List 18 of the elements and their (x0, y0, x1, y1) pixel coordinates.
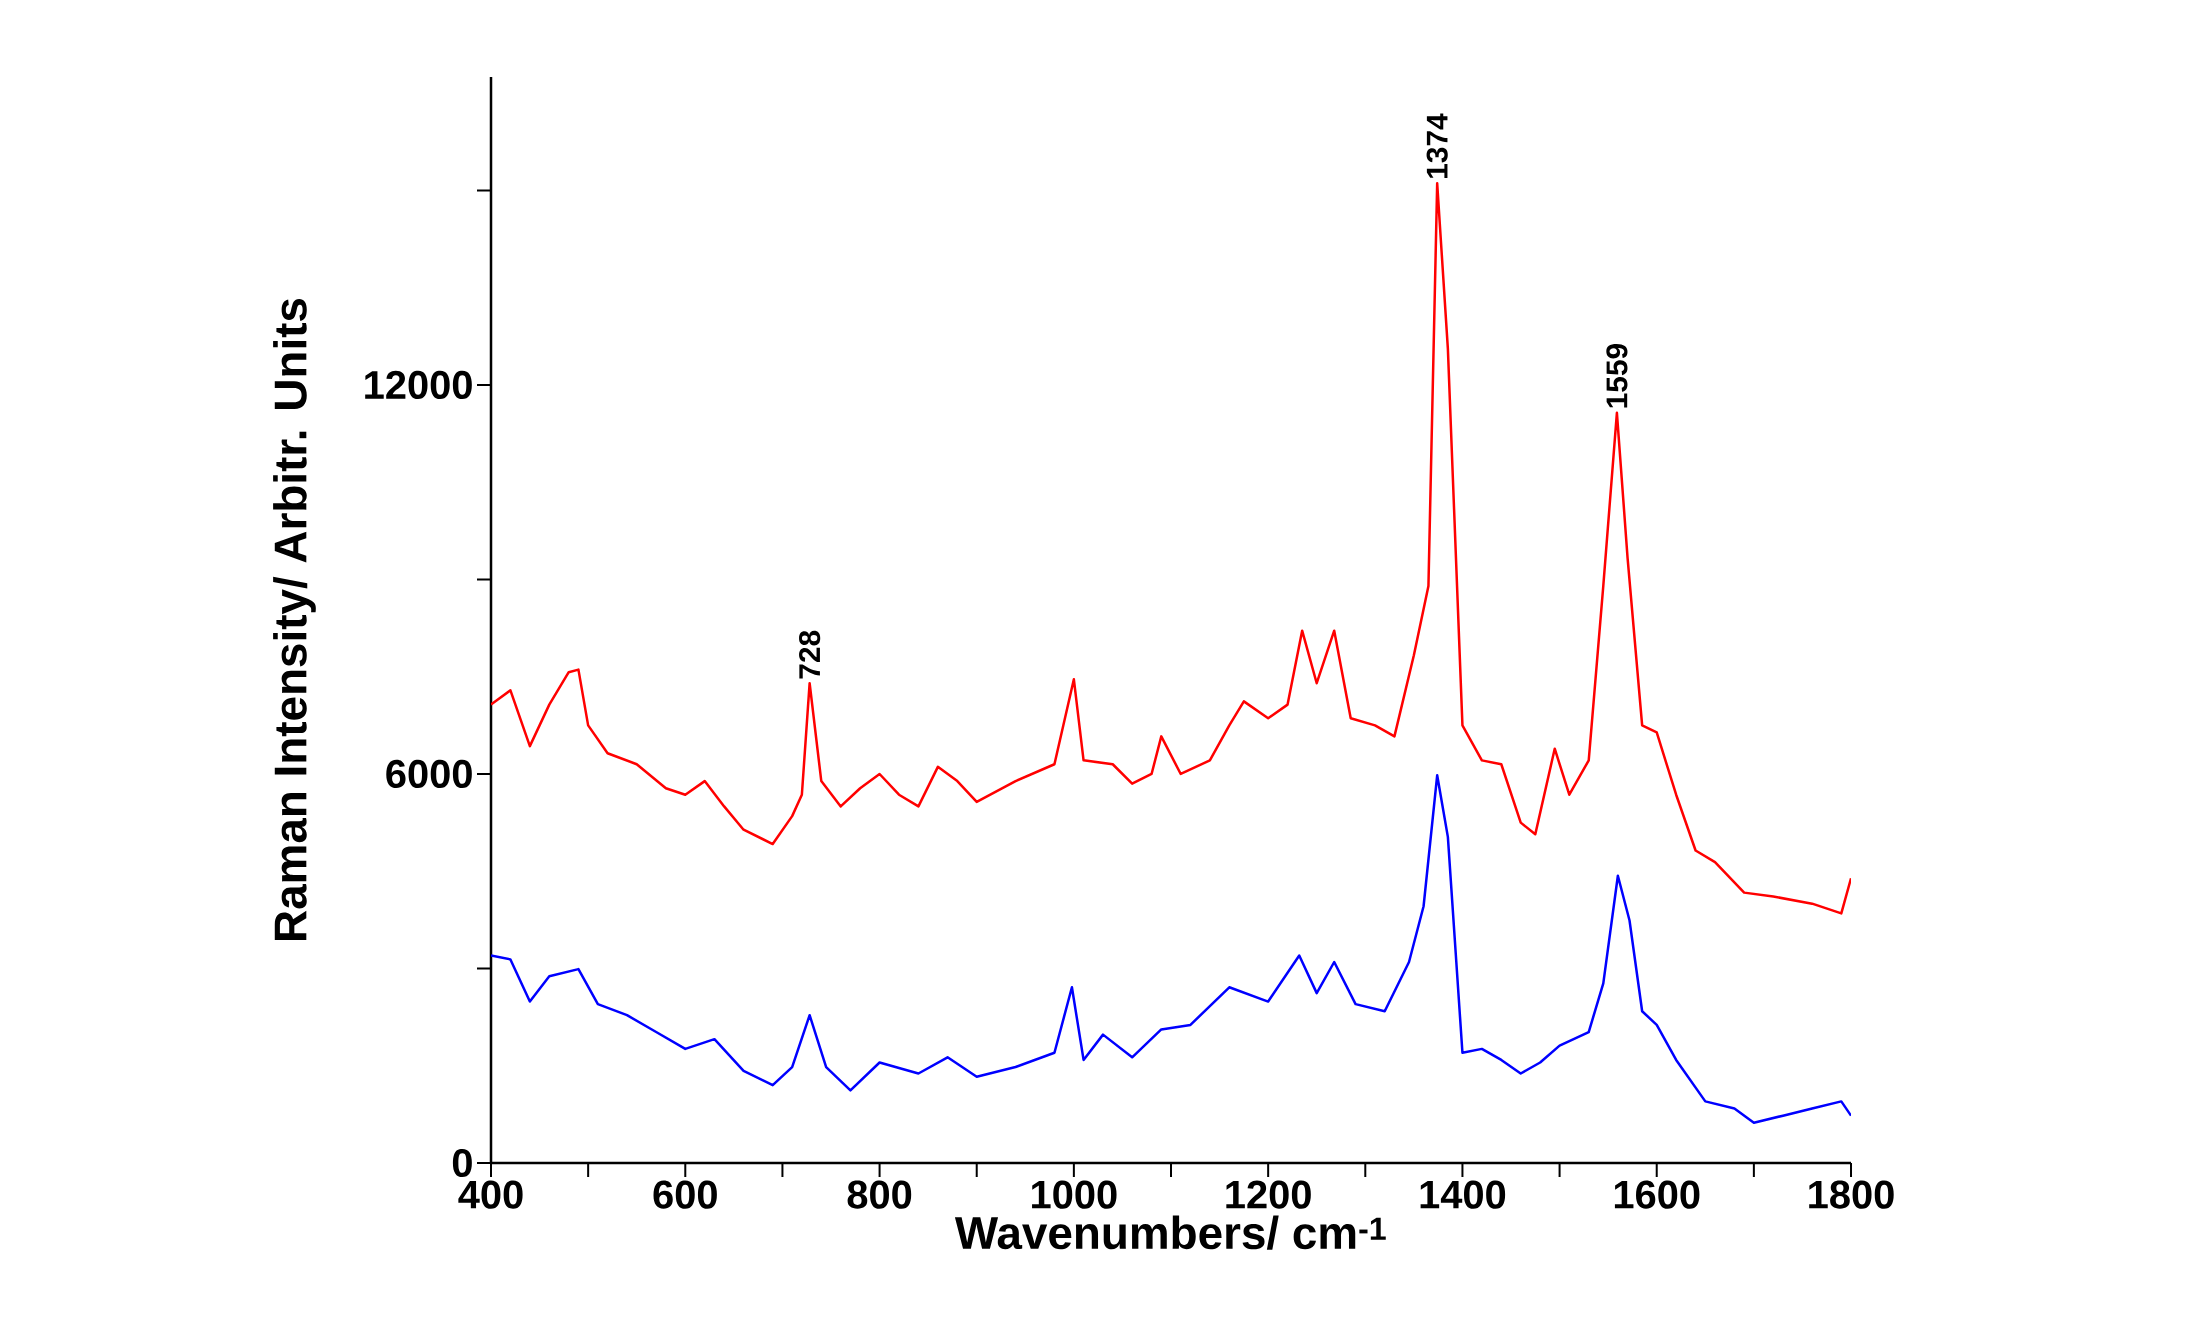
x-axis-title: Wavenumbers/ cm$^{-1}$ (954, 1215, 1386, 1250)
y-tick-label: 0 (452, 1148, 472, 1178)
x-tick-label: 1600 (1614, 1180, 1700, 1209)
annotation: 1374 (1426, 113, 1448, 178)
y-axis-title: Raman Intensity/ Arbitr. Units (273, 298, 316, 940)
y-tick-label: 6000 (386, 759, 472, 789)
line-series (491, 182, 1852, 915)
line-series (491, 774, 1852, 1125)
x-tick-label: 1400 (1420, 1180, 1506, 1209)
x-tick-label: 800 (847, 1180, 912, 1209)
x-tick-label: 1200 (1226, 1180, 1311, 1209)
annotation: 1559 (1606, 343, 1628, 408)
x-tick-label: 1000 (1032, 1180, 1117, 1209)
y-tick-label: 12000 (365, 370, 472, 400)
annotation: 728 (799, 630, 821, 679)
x-tick-label: 600 (653, 1180, 717, 1209)
x-tick-label: 400 (458, 1180, 523, 1209)
x-tick-label: 1800 (1809, 1180, 1894, 1209)
